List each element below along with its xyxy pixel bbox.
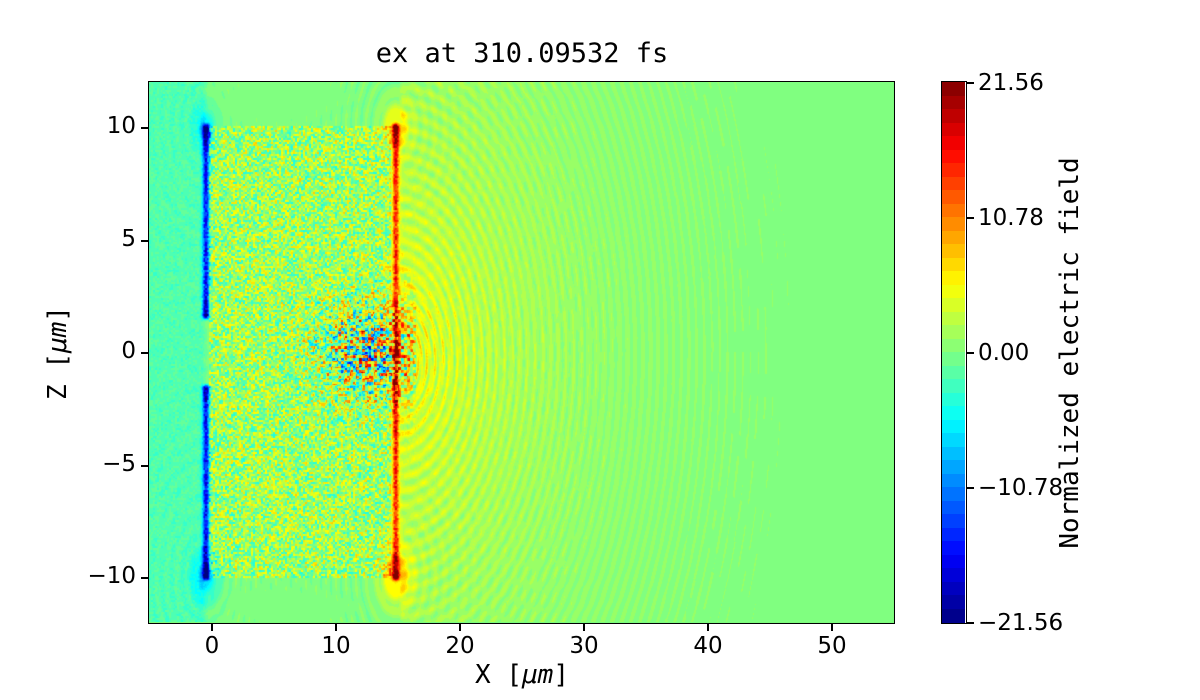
y-axis-label: Z [μm] (43, 306, 73, 400)
colorbar-tick-label: 10.78 (978, 205, 1044, 231)
colorbar-band (942, 352, 965, 366)
colorbar-tick-label: 21.56 (978, 70, 1044, 96)
y-tick-label: −5 (102, 450, 136, 477)
colorbar-tick-label: −21.56 (978, 610, 1064, 636)
colorbar-band (942, 473, 965, 488)
x-tick-mark (707, 624, 709, 631)
colorbar-band (942, 514, 965, 528)
colorbar-tick-mark (967, 487, 974, 489)
colorbar-band (942, 95, 965, 110)
colorbar-tick-label: 0.00 (978, 340, 1030, 366)
x-tick-mark (831, 624, 833, 631)
colorbar-tick-mark (967, 352, 974, 354)
x-tick-label: 10 (321, 633, 351, 659)
x-tick-label: 20 (445, 633, 475, 659)
colorbar-band (942, 595, 965, 609)
colorbar-band (942, 298, 965, 312)
x-axis-label-pre: X [ (475, 660, 522, 690)
colorbar-band (942, 284, 965, 299)
colorbar-band (942, 554, 965, 569)
colorbar-band (942, 311, 965, 326)
colorbar-band (942, 257, 965, 272)
y-tick-mark (141, 239, 148, 242)
colorbar-band (942, 325, 965, 339)
colorbar-band (942, 487, 965, 501)
colorbar-band (942, 203, 965, 218)
y-axis-label-pre: Z [ (43, 353, 73, 400)
plot-title: ex at 310.09532 fs (375, 38, 669, 69)
colorbar-band (942, 608, 965, 623)
colorbar-tick-mark (967, 82, 974, 84)
x-tick-label: 40 (693, 633, 723, 659)
colorbar-tick-mark (967, 217, 974, 219)
colorbar-band (942, 109, 965, 123)
colorbar-band (942, 149, 965, 164)
colorbar-band (942, 527, 965, 542)
x-axis-label-units: μm (522, 660, 554, 690)
y-tick-mark (141, 577, 148, 579)
colorbar-band (942, 419, 965, 434)
x-tick-label: 50 (817, 633, 847, 659)
x-tick-mark (459, 624, 461, 631)
colorbar-band (942, 500, 965, 515)
plot-area (148, 81, 895, 624)
y-tick-label: 0 (121, 338, 136, 364)
colorbar-band (942, 379, 965, 393)
colorbar-band (942, 433, 965, 447)
colorbar-band (942, 122, 965, 137)
y-tick-mark (141, 352, 148, 354)
colorbar-label: Normalized electric field (1055, 157, 1085, 549)
colorbar-band (942, 163, 965, 177)
y-tick-label: 10 (106, 113, 136, 139)
y-axis-label-post: ] (43, 306, 73, 322)
colorbar-band (942, 338, 965, 353)
x-tick-mark (335, 624, 337, 631)
y-tick-label: −10 (87, 563, 136, 589)
colorbar-tick-mark (967, 622, 974, 624)
y-tick-mark (141, 127, 148, 129)
colorbar-band (942, 581, 965, 596)
colorbar-band (942, 460, 965, 474)
colorbar-band (942, 568, 965, 582)
x-axis-label-post: ] (553, 660, 569, 690)
colorbar-band (942, 244, 965, 258)
colorbar-band (942, 82, 965, 96)
y-axis-label-units: μm (43, 321, 73, 353)
x-tick-label: 0 (204, 633, 220, 659)
x-axis-label: X [μm] (150, 660, 894, 690)
colorbar-gradient (942, 82, 965, 623)
y-tick-mark (141, 464, 148, 467)
colorbar-band (942, 217, 965, 231)
colorbar-band (942, 190, 965, 204)
colorbar-band (942, 392, 965, 407)
heatmap-canvas (149, 82, 893, 622)
y-tick-label: 5 (121, 225, 136, 252)
colorbar-band (942, 136, 965, 150)
colorbar-band (942, 271, 965, 285)
colorbar-band (942, 541, 965, 555)
colorbar-band (942, 446, 965, 461)
colorbar-tick-label: −10.78 (978, 475, 1064, 501)
colorbar-band (942, 176, 965, 191)
colorbar-band (942, 365, 965, 380)
x-tick-label: 30 (569, 633, 599, 659)
colorbar (941, 81, 967, 624)
colorbar-band (942, 406, 965, 420)
colorbar-band (942, 230, 965, 245)
x-tick-mark (211, 624, 213, 631)
x-tick-mark (583, 624, 585, 631)
